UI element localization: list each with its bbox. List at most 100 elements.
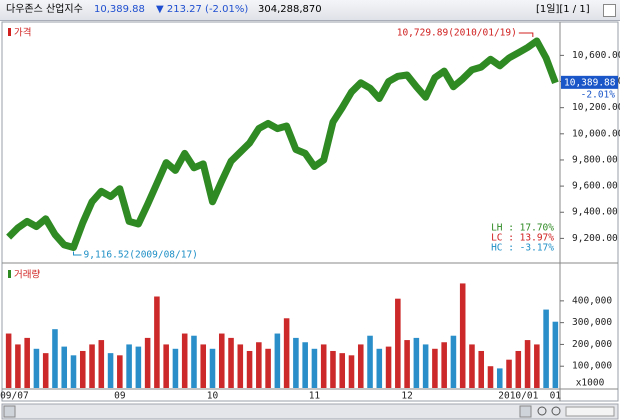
- volume-bar: [33, 348, 40, 388]
- volume-bar: [172, 348, 179, 388]
- y-tick-label: 9,800.00: [572, 154, 618, 165]
- volume-bar: [5, 333, 12, 388]
- header: 다우존스 산업지수 10,389.88 ▼ 213.27 (-2.01%) 30…: [0, 0, 620, 21]
- volume-bar: [24, 337, 30, 388]
- volume-bar: [163, 344, 169, 388]
- volume-bar: [144, 337, 151, 388]
- y-tick-label: 9,400.00: [572, 207, 618, 218]
- frame: [1, 21, 619, 402]
- volume-bar: [218, 333, 225, 388]
- volume-bar: [339, 353, 346, 388]
- volume-bar: [98, 340, 105, 388]
- volume-bar: [135, 346, 142, 388]
- volume-bar: [506, 359, 512, 388]
- unit-label: x1000: [576, 378, 605, 389]
- volume-bar: [357, 344, 364, 388]
- volume-bar: [293, 337, 299, 388]
- volume-bar: [89, 344, 95, 388]
- volume-bar: [330, 350, 336, 388]
- legend-swatch: [8, 28, 11, 36]
- volume-bar: [209, 348, 216, 388]
- zoom-in[interactable]: [537, 406, 547, 416]
- volume-bar: [302, 342, 308, 388]
- scroll-right[interactable]: [519, 405, 532, 418]
- volume-bar: [265, 348, 271, 388]
- close-button[interactable]: [603, 4, 616, 17]
- volume-bar: [413, 337, 420, 388]
- y-tick-label: 100,000: [572, 361, 612, 372]
- volume-bar: [422, 344, 429, 388]
- x-tick-label: 09: [114, 391, 126, 402]
- volume: 304,288,870: [258, 4, 322, 15]
- y-tick-label: 300,000: [572, 317, 612, 328]
- volume-bar: [552, 321, 559, 388]
- stat: HC : -3.17%: [491, 243, 554, 254]
- volume-bar: [181, 333, 188, 388]
- zoom-slider[interactable]: [565, 406, 615, 417]
- x-tick-label: 2009/07: [0, 391, 29, 402]
- y-tick-label: 200,000: [572, 339, 612, 350]
- high-marker: [518, 32, 534, 37]
- x-tick-label: 12: [401, 391, 412, 402]
- last-price-box: [561, 75, 618, 89]
- volume-bar: [432, 348, 438, 388]
- volume-bar: [70, 355, 77, 388]
- scroll-left[interactable]: [3, 405, 16, 418]
- volume-bar: [283, 318, 290, 388]
- volume-bar: [395, 298, 401, 388]
- volume-bar: [543, 309, 549, 388]
- volume-bar: [367, 335, 373, 388]
- change: ▼ 213.27 (-2.01%): [156, 4, 249, 15]
- title: 다우존스 산업지수: [6, 4, 83, 15]
- volume-bar: [42, 353, 49, 388]
- chart: 9,200.00 9,400.00 9,600.00 9,800.00 10,000.0…: [0, 21, 620, 420]
- volume-bar: [191, 335, 197, 388]
- volume-bar: [441, 342, 447, 388]
- period[interactable]: [1일][1 / 1]: [536, 4, 590, 15]
- volume-bar: [52, 329, 58, 388]
- volume-bar: [515, 350, 522, 388]
- volume-bar: [79, 350, 86, 388]
- volume-bar: [15, 344, 21, 388]
- volume-bar: [534, 344, 540, 388]
- scrollbar[interactable]: [1, 403, 619, 420]
- x-tick-label: 01: [550, 391, 562, 402]
- volume-bar: [469, 344, 475, 388]
- volume-bar: [154, 296, 160, 388]
- volume-bar: [237, 344, 244, 388]
- volume-bar: [320, 344, 327, 388]
- stat: LC : 13.97%: [491, 233, 554, 244]
- price-line: [6, 37, 559, 251]
- volume-bar: [256, 342, 262, 388]
- volume-bar: [246, 350, 253, 388]
- volume-bar: [496, 368, 503, 388]
- volume-bar: [404, 340, 410, 388]
- volume-bar: [459, 283, 466, 388]
- volume-bar: [524, 340, 531, 388]
- volume-bar: [107, 353, 114, 388]
- volume-bar: [487, 366, 494, 388]
- high-label: 10,729.89(2010/01/19): [397, 28, 517, 39]
- legend-label: 거래량: [14, 269, 40, 281]
- volume-bar: [274, 333, 281, 388]
- x-tick-label: 2010/01: [498, 391, 538, 402]
- low-marker: [73, 251, 82, 256]
- last-change: -2.01%: [581, 89, 616, 100]
- y-tick-label: 10,000.00: [572, 128, 620, 139]
- volume-bar: [117, 355, 123, 388]
- stat: LH : 17.70%: [491, 223, 554, 234]
- zoom-out[interactable]: [551, 406, 561, 416]
- volume-bar: [348, 355, 355, 388]
- y-tick-label: 9,600.00: [572, 181, 618, 192]
- price: 10,389.88: [94, 4, 145, 15]
- y-tick-label: 10,600.00: [572, 50, 620, 61]
- volume-bar: [200, 344, 207, 388]
- volume-bar: [126, 344, 132, 388]
- legend-label: 가격: [14, 27, 31, 39]
- volume-bar: [450, 335, 457, 388]
- low-label: 9,116.52(2009/08/17): [84, 250, 198, 261]
- x-tick-label: 10: [207, 391, 219, 402]
- x-tick-label: 11: [309, 391, 321, 402]
- volume-bar: [61, 346, 68, 388]
